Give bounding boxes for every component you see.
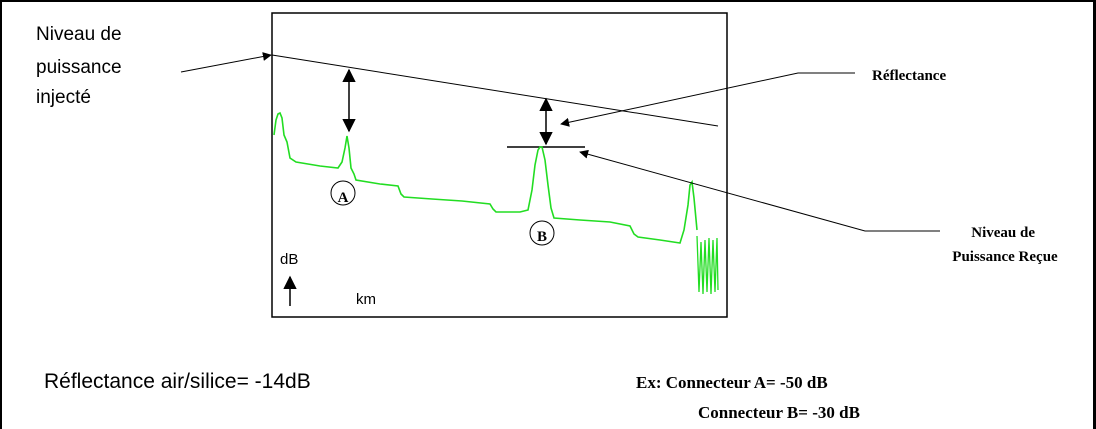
injected-power-label: Niveau de puissance injecté	[36, 24, 127, 108]
marker-a-circle	[330, 180, 356, 206]
marker-b-label: B	[537, 229, 547, 245]
injected-power-line-2: puissance	[36, 57, 122, 78]
frame-right-border	[1093, 0, 1096, 429]
trace-plot-frame	[271, 12, 728, 318]
reflectance-label: Réflectance	[872, 68, 946, 84]
connector-a-example: Ex: Connecteur A= -50 dB	[636, 373, 828, 392]
received-power-line-2: Puissance Reçue	[952, 249, 1058, 265]
injected-power-pointer	[180, 52, 272, 73]
received-power-label: Niveau de Puissance Reçue	[952, 225, 1058, 265]
reflectance-pointer	[560, 72, 855, 127]
marker-b-circle	[529, 220, 555, 246]
y-axis-label: dB	[280, 251, 298, 268]
frame-left-border	[0, 0, 2, 429]
injected-power-line-1: Niveau de	[36, 24, 122, 45]
received-power-line-1: Niveau de	[971, 225, 1035, 241]
air-silica-note: Réflectance air/silice= -14dB	[44, 370, 311, 393]
received-power-pointer	[579, 149, 940, 232]
injected-power-line	[271, 54, 719, 127]
frame-top-border	[0, 0, 1096, 2]
otdr-trace	[273, 111, 698, 244]
trace-noise	[696, 235, 719, 295]
x-axis-label: km	[356, 291, 376, 308]
injected-power-line-3: injecté	[36, 87, 91, 108]
connector-b-example: Connecteur B= -30 dB	[698, 403, 860, 422]
marker-a-label: A	[338, 190, 349, 206]
